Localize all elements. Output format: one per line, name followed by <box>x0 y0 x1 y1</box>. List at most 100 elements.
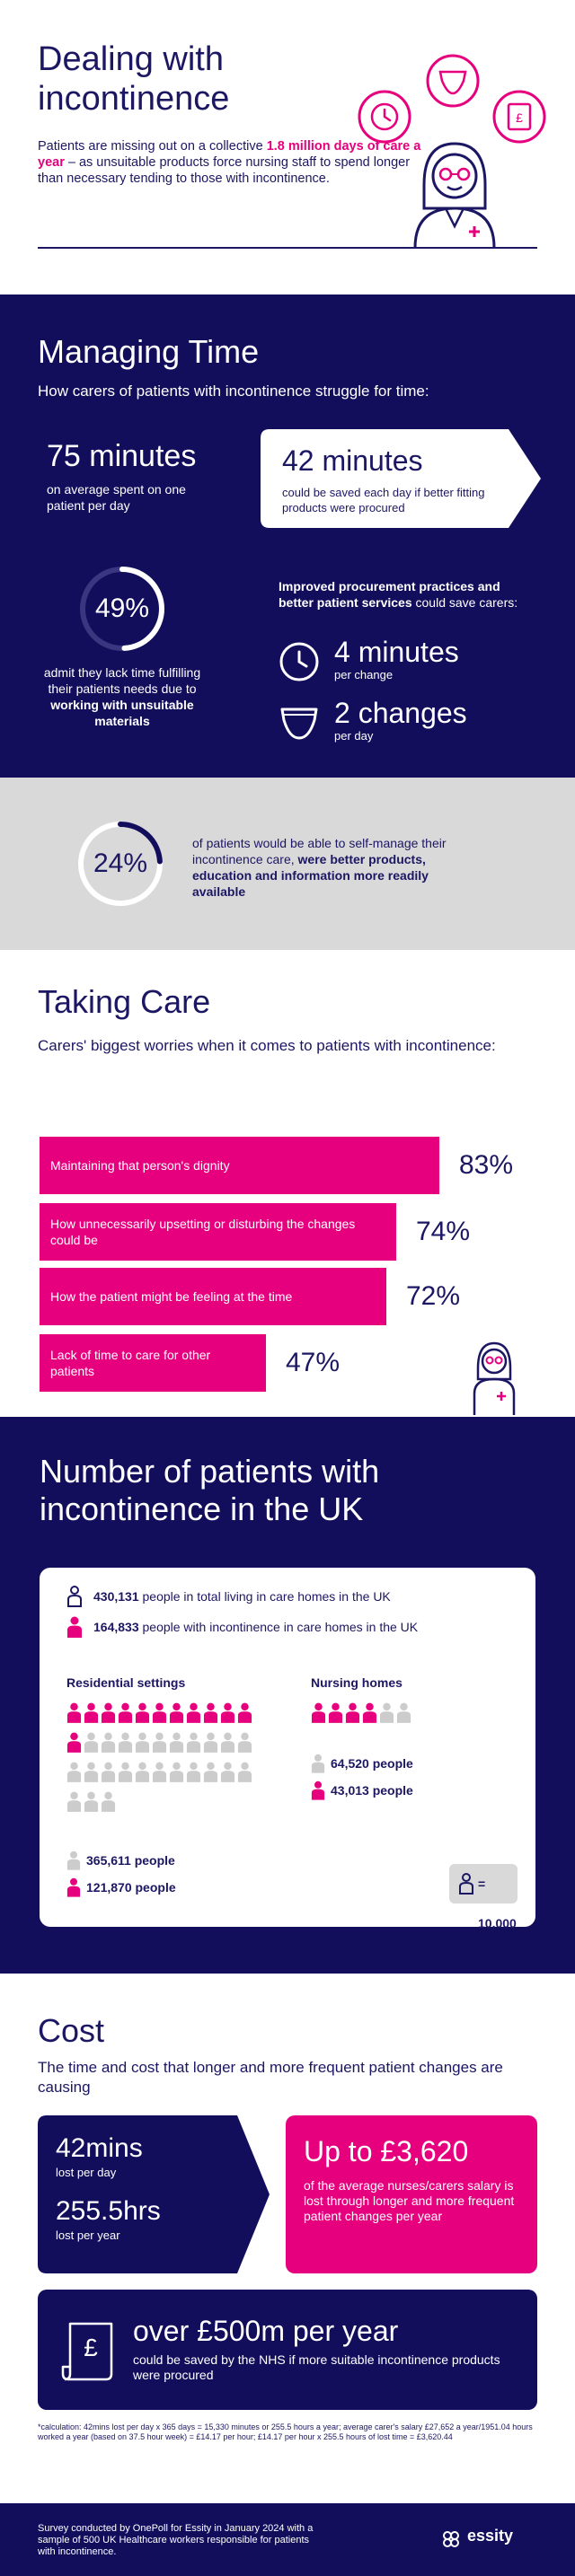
person-grey-icon <box>118 1762 133 1782</box>
person-pink-icon <box>311 1702 326 1723</box>
lead-text-end: – as unsuitable products force nursing s… <box>38 155 411 186</box>
bar <box>40 1268 386 1325</box>
bar-row: How unnecessarily upsetting or disturbin… <box>40 1203 543 1261</box>
improved-bold: Improved procurement practices and bette… <box>279 579 500 610</box>
bar <box>40 1203 396 1261</box>
icon-key: = 10,000 <box>449 1864 518 1930</box>
lead-text: Patients are missing out on a collective <box>38 139 267 154</box>
person-pink-icon <box>237 1702 252 1723</box>
person-outline-icon <box>67 1586 82 1607</box>
person-pink-icon <box>345 1702 360 1723</box>
person-grey-icon <box>135 1762 150 1782</box>
uk-patients-section: Number of patients with incontinence in … <box>0 1417 575 1974</box>
page-title: Dealing with incontinence <box>38 40 230 118</box>
logo-text: essity <box>467 2527 514 2545</box>
nursing-title: Nursing homes <box>311 1675 402 1690</box>
bar-value: 74% <box>416 1217 471 1246</box>
self-manage-text-main: of patients would be able to self-manage… <box>192 836 447 866</box>
person-pink-icon <box>203 1702 218 1723</box>
person-grey-icon <box>186 1732 201 1753</box>
mins-value: 42mins <box>56 2133 143 2163</box>
person-pink-icon <box>67 1616 82 1638</box>
pound-document-icon: £ <box>61 2322 113 2381</box>
salary-lost-box: Up to £3,620 of the average nurses/carer… <box>286 2115 537 2273</box>
person-grey-icon <box>101 1762 116 1782</box>
self-manage-text: of patients would be able to self-manage… <box>192 835 480 900</box>
person-outline-icon <box>459 1873 473 1895</box>
person-pink-icon <box>220 1702 235 1723</box>
incontinence-people-text: 164,833 people with incontinence in care… <box>93 1614 418 1640</box>
self-manage-text-bold: were better products, education and info… <box>192 852 429 899</box>
person-grey-icon <box>66 1791 82 1812</box>
bar-value: 83% <box>459 1150 514 1180</box>
legend-value: 64,520 people <box>331 1756 413 1771</box>
progress-ring <box>78 822 163 906</box>
person-grey-icon <box>237 1732 252 1753</box>
section-title: Number of patients with incontinence in … <box>40 1453 380 1527</box>
save-value: 4 minutes <box>334 636 459 668</box>
hrs-label: lost per year <box>56 2229 120 2242</box>
person-pink-icon <box>152 1702 167 1723</box>
nurse-small-icon <box>473 1341 516 1415</box>
nhs-text: could be saved by the NHS if more suitab… <box>133 2352 500 2382</box>
essity-logo-icon <box>443 2531 459 2547</box>
residential-title: Residential settings <box>66 1675 186 1690</box>
svg-text:£: £ <box>516 110 523 125</box>
person-grey-icon <box>135 1732 150 1753</box>
person-grey-icon <box>186 1762 201 1782</box>
stat-description: could be saved each day if better fittin… <box>282 486 485 514</box>
uk-stats-card: 430,131 people in total living in care h… <box>40 1568 535 1930</box>
progress-ring <box>80 567 164 651</box>
nurse-figure <box>413 142 496 249</box>
person-pink-icon <box>118 1702 133 1723</box>
person-pink-icon <box>186 1702 201 1723</box>
legend-value: 43,013 people <box>331 1783 413 1798</box>
person-grey-icon <box>84 1762 99 1782</box>
ring-value: 49% <box>94 593 150 623</box>
legend-value: 121,870 people <box>86 1880 176 1895</box>
person-grey-icon <box>101 1791 116 1812</box>
person-grey-icon <box>237 1762 252 1782</box>
chevron-shape <box>38 2115 270 2273</box>
arrow-card-shape <box>261 429 541 528</box>
stat-value: 75 minutes <box>47 439 197 473</box>
svg-text:£: £ <box>84 2334 98 2361</box>
person-grey-icon <box>152 1732 167 1753</box>
person-pink-icon <box>66 1732 82 1753</box>
person-grey-icon <box>396 1702 411 1723</box>
managing-time-section: Managing Time How carers of patients wit… <box>0 295 575 778</box>
section-title: Managing Time <box>38 333 260 370</box>
person-grey-icon <box>118 1732 133 1753</box>
salary-text: of the average nurses/carers salary is l… <box>304 2178 515 2223</box>
person-pink-icon <box>311 1780 325 1800</box>
bar-row: Maintaining that person's dignity 83% <box>40 1137 543 1194</box>
self-manage-section: 24% of patients would be able to self-ma… <box>0 778 575 950</box>
bar-label: Maintaining that person's dignity <box>50 1158 230 1173</box>
total-num: 430,131 <box>93 1589 139 1604</box>
nursing-icon-grid <box>311 1702 411 1723</box>
nurse-illustration-icon: £ <box>358 54 546 249</box>
section-title: Cost <box>38 2012 105 2049</box>
bar-value: 72% <box>406 1281 461 1311</box>
clock-circle-icon <box>358 90 411 144</box>
bar-value: 47% <box>286 1348 341 1377</box>
hrs-value: 255.5hrs <box>56 2196 161 2226</box>
legend-value: 365,611 people <box>86 1853 175 1868</box>
improved-rest: could save carers: <box>411 595 518 610</box>
nhs-savings-box: £ over £500m per year could be saved by … <box>38 2290 537 2410</box>
bar <box>40 1137 439 1194</box>
intro-lead: Patients are missing out on a collective… <box>38 138 424 187</box>
ring-49-percent: 49% <box>77 564 167 654</box>
person-pink-icon <box>169 1702 184 1723</box>
salary-value: Up to £3,620 <box>304 2135 469 2167</box>
incont-label: people with incontinence in care homes i… <box>138 1620 419 1634</box>
pound-circle-icon: £ <box>492 90 546 144</box>
person-pink-icon <box>101 1702 116 1723</box>
person-pink-icon <box>66 1877 81 1897</box>
person-grey-icon <box>203 1732 218 1753</box>
save-value: 2 changes <box>334 697 467 729</box>
intro-section: Dealing with incontinence Patients are m… <box>0 0 575 295</box>
bar-row: How the patient might be feeling at the … <box>40 1268 543 1325</box>
save-unit: per change <box>334 668 394 681</box>
brief-circle-icon <box>426 54 480 108</box>
